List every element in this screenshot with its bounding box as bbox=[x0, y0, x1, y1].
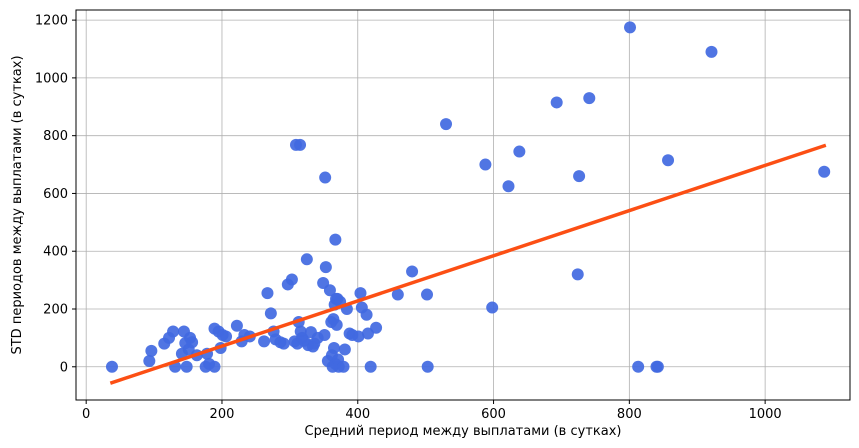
data-point bbox=[105, 360, 118, 373]
data-point bbox=[479, 158, 492, 171]
data-point bbox=[651, 360, 664, 373]
data-point bbox=[406, 265, 419, 278]
y-tick-label: 1000 bbox=[35, 71, 68, 86]
data-point bbox=[319, 261, 332, 274]
data-point bbox=[632, 360, 645, 373]
data-point bbox=[186, 336, 199, 349]
data-point bbox=[502, 180, 515, 193]
data-point bbox=[300, 253, 313, 266]
data-point bbox=[354, 287, 367, 300]
data-point bbox=[583, 92, 596, 105]
data-point bbox=[705, 45, 718, 58]
data-point bbox=[421, 288, 434, 301]
data-point bbox=[440, 118, 453, 131]
trend-line bbox=[109, 143, 827, 385]
data-point bbox=[285, 273, 298, 286]
data-point bbox=[277, 337, 290, 350]
data-point bbox=[264, 307, 277, 320]
data-point bbox=[573, 170, 586, 183]
x-tick-label: 1000 bbox=[749, 407, 782, 422]
data-point bbox=[513, 145, 526, 158]
data-point bbox=[364, 360, 377, 373]
y-axis-ticks: 0 200 400 600 800 1000 1200 bbox=[35, 14, 76, 375]
data-point bbox=[167, 325, 180, 338]
trend-line-group bbox=[109, 143, 827, 385]
data-point bbox=[624, 21, 637, 34]
data-point bbox=[145, 344, 158, 357]
x-tick-label: 400 bbox=[345, 407, 370, 422]
data-point bbox=[261, 287, 274, 300]
data-point bbox=[550, 96, 563, 109]
x-tick-label: 800 bbox=[617, 407, 642, 422]
data-point bbox=[328, 342, 340, 354]
y-tick-label: 400 bbox=[43, 245, 68, 260]
data-point bbox=[391, 288, 404, 301]
data-point bbox=[180, 360, 193, 373]
y-tick-label: 1200 bbox=[35, 14, 68, 29]
data-point bbox=[220, 330, 233, 343]
data-point bbox=[323, 284, 336, 297]
data-point bbox=[230, 319, 243, 332]
data-point bbox=[318, 329, 331, 341]
data-point bbox=[338, 343, 351, 356]
data-point bbox=[329, 233, 342, 246]
x-axis-ticks: 0 200 400 600 800 1000 bbox=[82, 400, 782, 422]
x-tick-label: 0 bbox=[82, 407, 90, 422]
data-point bbox=[330, 318, 343, 331]
data-point bbox=[319, 171, 332, 184]
data-point bbox=[421, 360, 434, 373]
data-point bbox=[294, 138, 307, 151]
plot-frame bbox=[75, 9, 851, 401]
data-point bbox=[208, 360, 221, 373]
data-point bbox=[486, 301, 499, 314]
data-point bbox=[571, 268, 584, 281]
grid bbox=[76, 10, 850, 400]
x-axis-label: Средний период между выплатами (в сутках… bbox=[305, 424, 622, 439]
data-point bbox=[360, 308, 373, 321]
data-point bbox=[352, 330, 365, 343]
data-point bbox=[337, 360, 350, 373]
data-points bbox=[105, 21, 831, 373]
y-tick-label: 600 bbox=[43, 187, 68, 202]
data-point bbox=[818, 165, 831, 178]
x-tick-label: 200 bbox=[210, 407, 235, 422]
data-point bbox=[258, 335, 271, 348]
x-tick-label: 600 bbox=[481, 407, 506, 422]
y-tick-label: 200 bbox=[43, 303, 68, 318]
data-point bbox=[662, 154, 675, 167]
y-axis-label: STD периодов между выплатами (в сутках) bbox=[10, 55, 25, 354]
y-tick-label: 800 bbox=[43, 129, 68, 144]
data-point bbox=[370, 321, 383, 334]
y-tick-label: 0 bbox=[60, 360, 68, 375]
data-point bbox=[143, 355, 156, 367]
